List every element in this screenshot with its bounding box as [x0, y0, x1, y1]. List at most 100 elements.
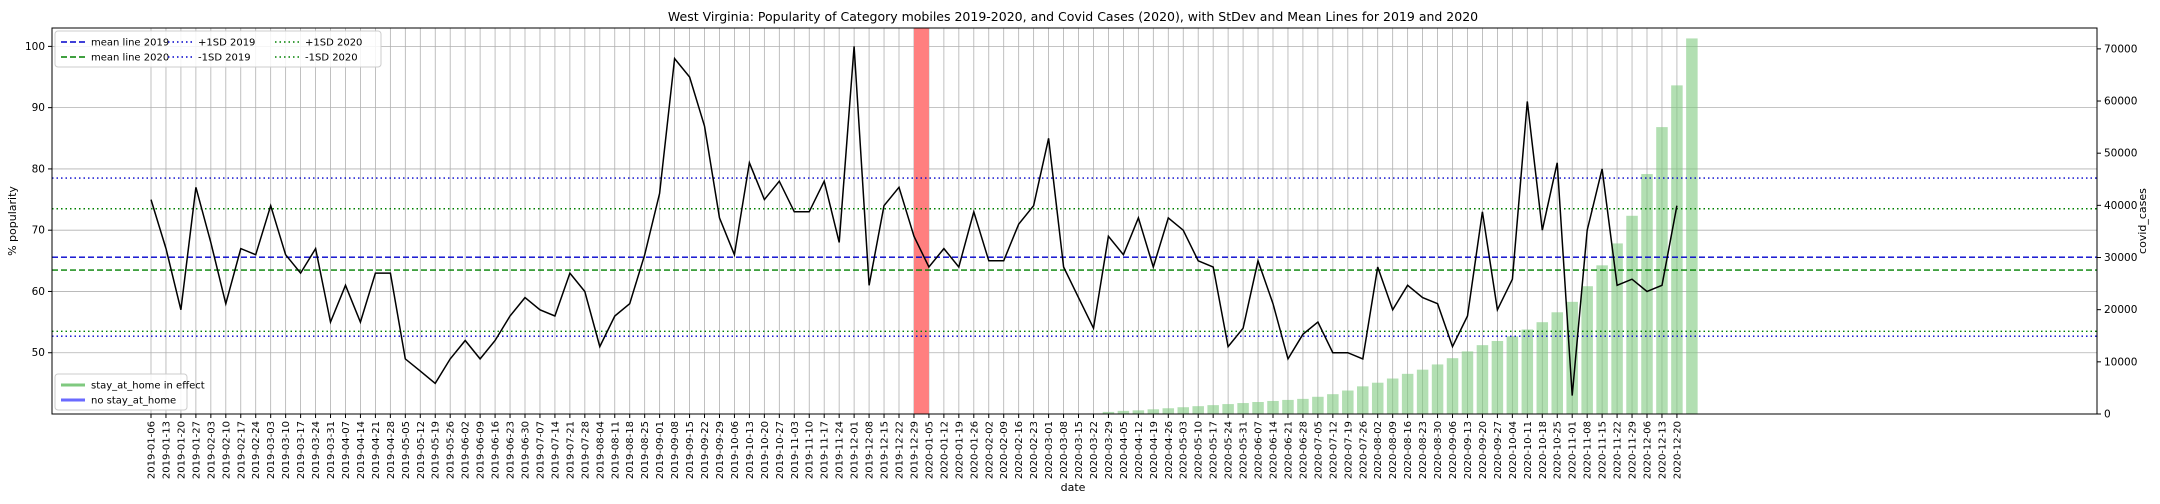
x-tick-label: 2019-07-14 [550, 421, 561, 479]
x-tick-label: 2020-11-01 [1568, 421, 1579, 479]
x-tick-label: 2020-01-05 [924, 421, 935, 479]
y-axis-right: 0 10000 20000 30000 40000 50000 60000 70000 [2097, 43, 2137, 421]
x-tick-label: 2019-11-10 [805, 421, 816, 479]
x-tick-label: 2019-05-12 [416, 421, 427, 479]
x-tick-label: 2020-06-07 [1254, 421, 1265, 479]
covid-bar [1431, 364, 1444, 414]
x-tick-label: 2020-05-24 [1224, 421, 1235, 479]
x-tick-label: 2020-03-01 [1044, 421, 1055, 479]
x-tick-label: 2020-09-20 [1478, 421, 1489, 479]
x-tick-label: 2020-05-10 [1194, 421, 1205, 479]
x-tick-label: 2019-06-16 [491, 421, 502, 479]
covid-bar [1401, 373, 1414, 414]
y2-tick-label: 30000 [2104, 252, 2137, 264]
x-tick-label: 2020-10-11 [1523, 421, 1534, 479]
x-tick-label: 2019-09-15 [685, 421, 696, 479]
x-tick-label: 2019-08-11 [610, 421, 621, 479]
x-tick-label: 2019-04-07 [341, 421, 352, 479]
reference-lines [52, 177, 2097, 337]
x-tick-label: 2019-08-04 [595, 421, 606, 479]
x-tick-label: 2020-08-30 [1433, 421, 1444, 479]
legend-top-box [54, 30, 382, 68]
x-tick-label: 2020-01-19 [954, 421, 965, 479]
x-tick-label: 2019-03-03 [266, 421, 277, 479]
covid-bar [1656, 127, 1668, 415]
y2-tick-label: 0 [2104, 409, 2111, 421]
covid-bar [1162, 408, 1175, 414]
covid-bar [1566, 301, 1578, 414]
y2-axis-label: covid_cases [2136, 188, 2149, 254]
y-tick-label: 60 [32, 286, 45, 298]
x-tick-label: 2020-12-06 [1643, 421, 1654, 479]
x-tick-label: 2020-02-23 [1029, 421, 1040, 479]
x-tick-label: 2019-02-03 [206, 421, 217, 479]
y2-tick-label: 60000 [2104, 96, 2137, 108]
x-tick-label: 2019-08-18 [625, 421, 636, 479]
y-axis-left: 50 60 70 80 90 100 [25, 41, 52, 359]
covid-bar [1117, 410, 1130, 414]
covid-bar [1641, 174, 1653, 414]
grid [52, 28, 2097, 414]
covid-bar [1596, 265, 1608, 414]
x-tick-label: 2020-05-03 [1179, 421, 1190, 479]
covid-bar [1581, 286, 1593, 414]
x-tick-label: 2020-11-08 [1583, 421, 1594, 479]
y-tick-label: 80 [32, 163, 45, 175]
x-tick-label: 2019-07-21 [565, 421, 576, 479]
x-tick-label: 2019-05-05 [401, 421, 412, 479]
x-tick-label: 2019-02-17 [236, 421, 247, 479]
popularity-line [150, 46, 1678, 396]
x-tick-label: 2020-04-05 [1119, 421, 1130, 479]
x-tick-label: 2019-04-21 [371, 421, 382, 479]
covid-bar [1282, 399, 1294, 414]
y2-tick-label: 50000 [2104, 148, 2137, 160]
legend-top-label: +1SD 2019 [198, 38, 255, 49]
x-tick-label: 2020-06-28 [1298, 421, 1309, 479]
x-tick-label: 2020-07-19 [1343, 421, 1354, 479]
x-tick-label: 2019-09-29 [715, 421, 726, 479]
covid-bar [1521, 329, 1534, 414]
x-tick-label: 2020-02-09 [999, 421, 1010, 479]
x-tick-label: 2019-03-10 [281, 421, 292, 479]
y2-tick-label: 10000 [2104, 356, 2137, 368]
x-tick-label: 2020-08-16 [1403, 421, 1414, 479]
x-tick-label: 2020-11-15 [1598, 421, 1609, 479]
x-tick-label: 2019-01-27 [191, 421, 202, 479]
x-tick-label: 2020-11-22 [1613, 421, 1624, 479]
x-tick-label: 2019-06-23 [506, 421, 517, 479]
x-tick-label: 2019-12-29 [909, 421, 920, 479]
covid-bar [1222, 404, 1234, 414]
y-tick-label: 100 [25, 41, 45, 53]
covid-bar [1207, 405, 1219, 414]
legend-top-label: mean line 2019 [91, 38, 169, 49]
covid-bar [1342, 390, 1354, 414]
x-tick-label: 2020-06-14 [1269, 421, 1280, 479]
y2-tick-label: 20000 [2104, 304, 2137, 316]
y2-tick-label: 70000 [2104, 43, 2137, 55]
covid-bar [1506, 336, 1519, 414]
covid-bar [1357, 386, 1369, 414]
covid-bar [1476, 345, 1489, 414]
legend-top-label: -1SD 2019 [198, 53, 251, 64]
covid-bar [1147, 409, 1160, 414]
covid-bar [1327, 394, 1339, 414]
x-tick-label: 2020-10-25 [1553, 421, 1564, 479]
covid-bar [1371, 382, 1384, 414]
x-tick-label: 2019-10-06 [730, 421, 741, 479]
highlight-span [913, 28, 929, 414]
x-tick-label: 2020-09-27 [1493, 421, 1504, 479]
y-tick-label: 70 [32, 225, 45, 237]
covid-bar [1312, 396, 1324, 414]
x-tick-label: 2019-05-26 [446, 421, 457, 479]
covid-bar [1416, 369, 1429, 414]
x-tick-label: 2019-10-27 [775, 421, 786, 479]
covid-bar [1461, 351, 1474, 414]
y-tick-label: 50 [32, 347, 45, 359]
x-tick-label: 2019-10-20 [760, 421, 771, 479]
covid-bar [1491, 340, 1504, 414]
legend-top-label: -1SD 2020 [305, 53, 358, 64]
x-tick-label: 2020-02-02 [984, 421, 995, 479]
x-tick-label: 2020-09-13 [1463, 421, 1474, 479]
y-axis-label: % popularity [6, 186, 19, 256]
